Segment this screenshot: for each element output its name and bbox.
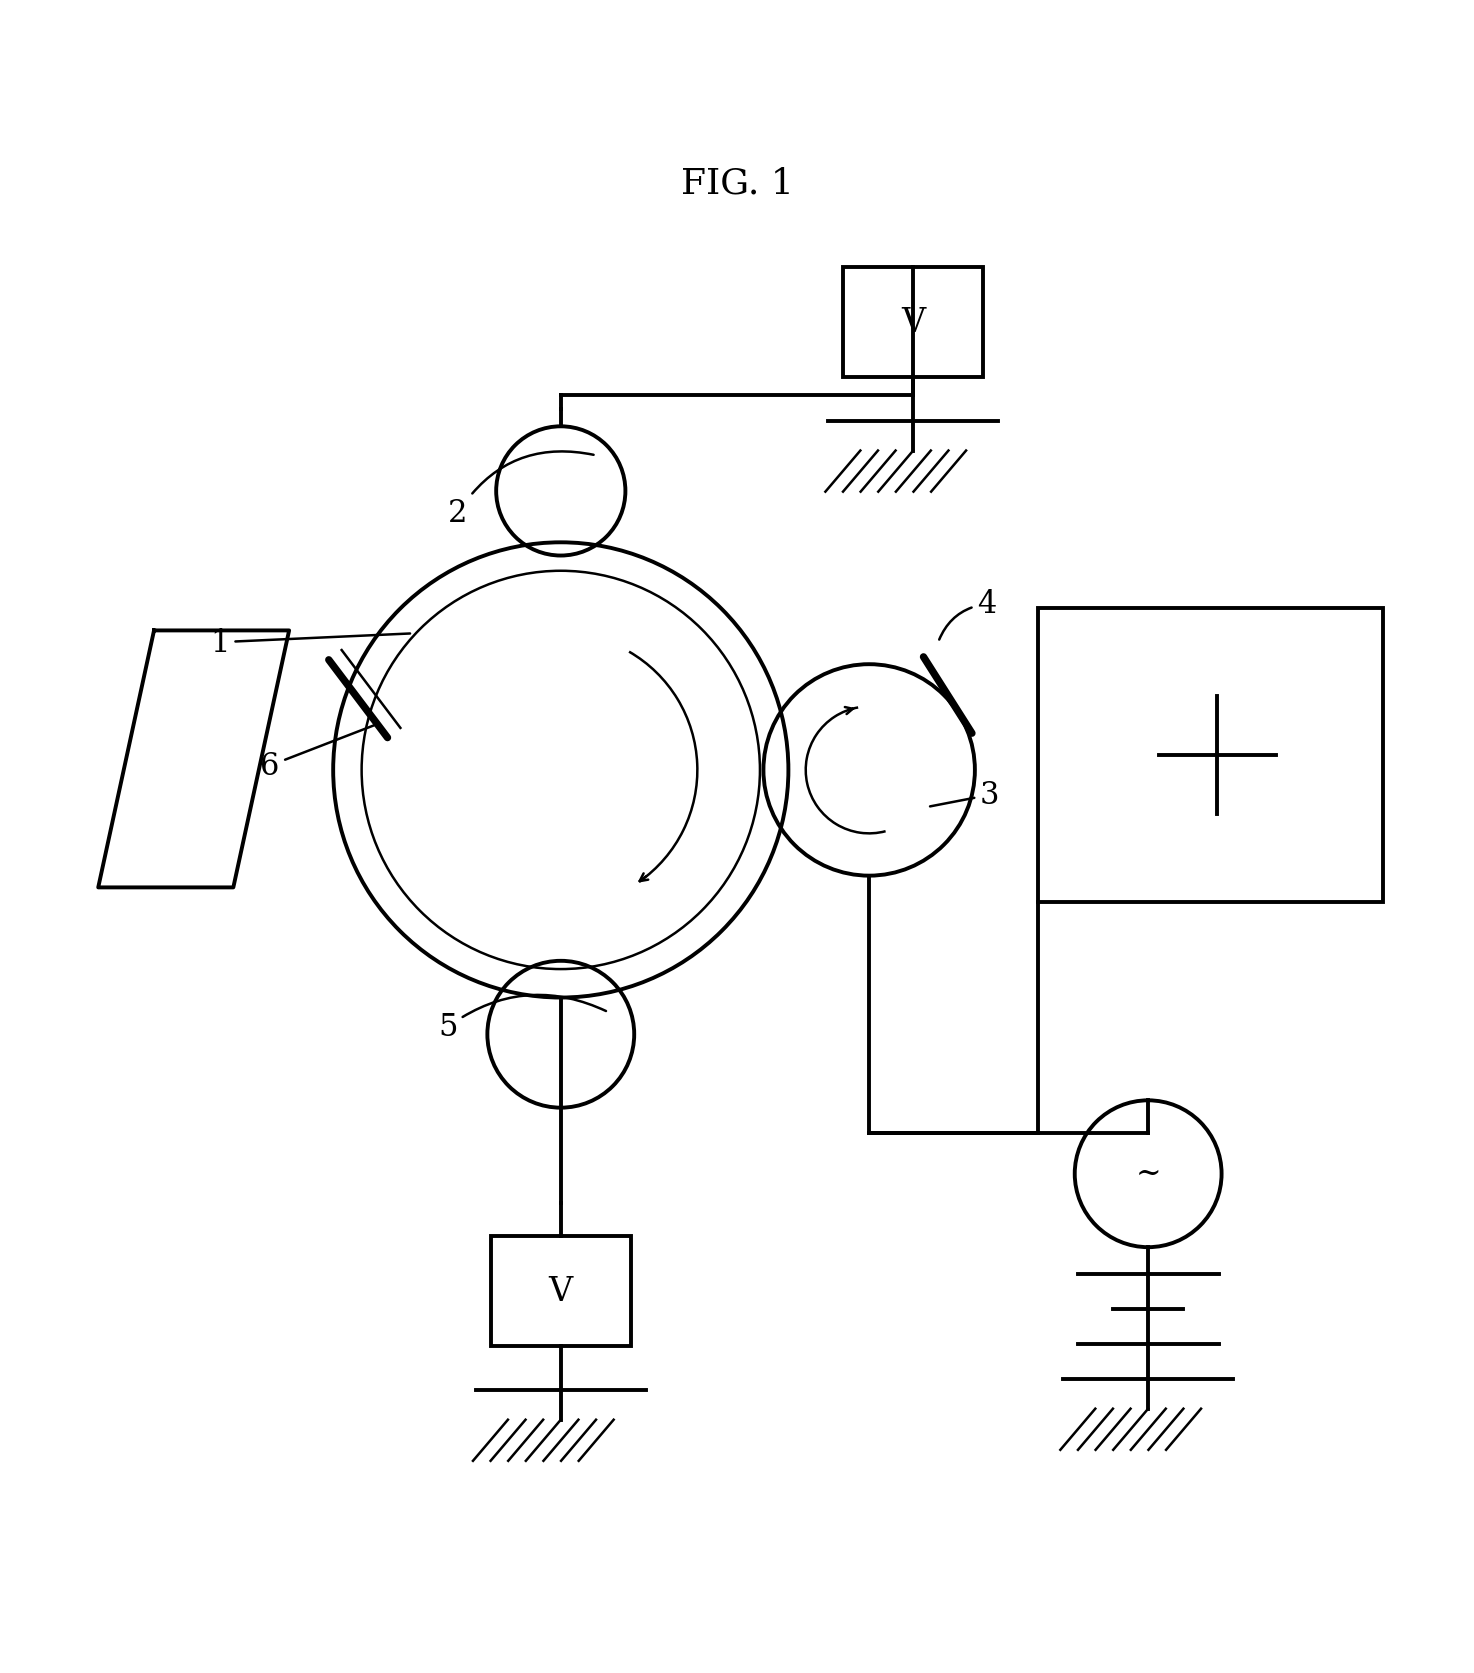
Text: 6: 6 (261, 724, 377, 781)
Bar (843, 268, 983, 378)
Text: V: V (548, 1275, 573, 1307)
Text: 3: 3 (930, 780, 999, 811)
Text: 1: 1 (211, 627, 410, 657)
Bar (491, 1236, 631, 1347)
Text: V: V (901, 306, 926, 340)
Text: 4: 4 (939, 589, 996, 641)
Text: 5: 5 (438, 995, 606, 1042)
Bar (1038, 609, 1383, 902)
Text: 2: 2 (448, 452, 594, 529)
Text: ~: ~ (1135, 1158, 1162, 1190)
Text: FIG. 1: FIG. 1 (681, 166, 793, 201)
